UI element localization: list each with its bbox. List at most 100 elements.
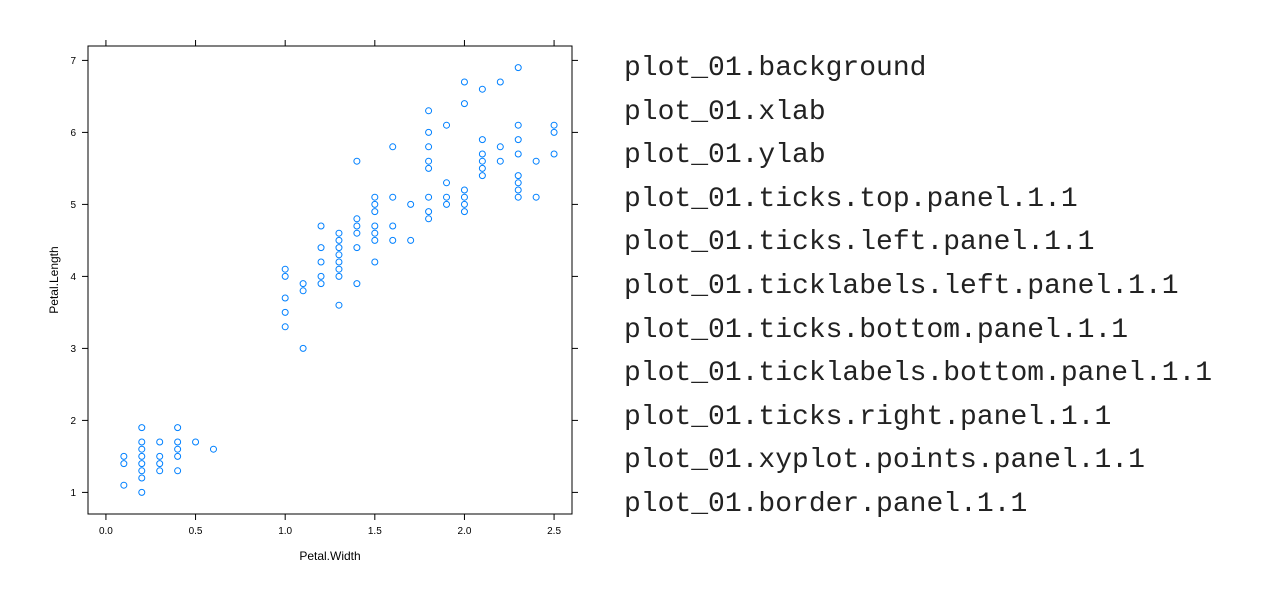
ticklabels-left: 1 2 3 4 5 6 7 (70, 56, 76, 499)
data-point (389, 143, 397, 151)
y-tick-label: 5 (70, 200, 76, 211)
data-point (174, 445, 182, 453)
data-point (317, 222, 325, 230)
data-point (138, 488, 146, 496)
data-point (443, 179, 451, 187)
data-point (371, 236, 379, 244)
data-point (425, 193, 433, 201)
data-point (317, 244, 325, 252)
data-point (299, 287, 307, 295)
data-point (353, 222, 361, 230)
data-point (335, 258, 343, 266)
panel-border (87, 45, 573, 515)
data-point (443, 193, 451, 201)
data-point (371, 193, 379, 201)
data-point (496, 143, 504, 151)
data-point (209, 445, 217, 453)
grob-name-item: plot_01.xlab (624, 96, 826, 128)
data-point (550, 150, 558, 158)
data-point (532, 193, 540, 201)
y-tick-label: 7 (70, 56, 76, 67)
data-point (120, 481, 128, 489)
data-point (514, 186, 522, 194)
data-point (174, 452, 182, 460)
data-point (514, 150, 522, 158)
data-point (353, 157, 361, 165)
data-point (371, 200, 379, 208)
data-point (389, 193, 397, 201)
data-point (335, 251, 343, 259)
data-point (478, 172, 486, 180)
data-point (174, 467, 182, 475)
data-point (281, 294, 289, 302)
data-point (514, 172, 522, 180)
data-point (460, 200, 468, 208)
data-point (389, 236, 397, 244)
data-point (425, 164, 433, 172)
data-point (460, 186, 468, 194)
data-point (407, 236, 415, 244)
x-tick-label: 1.5 (368, 526, 382, 537)
data-point (478, 157, 486, 165)
data-point (478, 164, 486, 172)
data-point (514, 64, 522, 72)
data-point (425, 157, 433, 165)
data-point (299, 280, 307, 288)
y-tick-label: 6 (70, 128, 76, 139)
data-point (371, 258, 379, 266)
data-point (317, 258, 325, 266)
ticks-right (572, 59, 578, 493)
data-point (425, 143, 433, 151)
data-point (496, 78, 504, 86)
y-tick-label: 4 (70, 272, 76, 283)
grob-name-item: plot_01.ylab (624, 140, 826, 172)
scatter-plot: 0.0 0.5 1.0 1.5 2.0 2.5 1 2 3 4 5 6 7 Petal.Width P… (0, 0, 600, 594)
data-point (281, 272, 289, 280)
data-point (317, 280, 325, 288)
data-point (156, 452, 164, 460)
data-point (496, 157, 504, 165)
data-point (425, 128, 433, 136)
plot-background (0, 0, 600, 594)
data-point (281, 308, 289, 316)
data-point (353, 244, 361, 252)
data-point (353, 215, 361, 223)
y-tick-label: 1 (70, 488, 76, 499)
x-tick-label: 0.5 (189, 526, 203, 537)
data-point (460, 100, 468, 108)
data-point (335, 265, 343, 273)
data-point (335, 229, 343, 237)
ticks-top (105, 40, 555, 46)
data-point (138, 438, 146, 446)
data-point (478, 136, 486, 144)
data-point (353, 280, 361, 288)
data-point (389, 222, 397, 230)
data-point (174, 438, 182, 446)
data-point (335, 244, 343, 252)
data-point (192, 438, 200, 446)
ticklabels-bottom: 0.0 0.5 1.0 1.5 2.0 2.5 (99, 526, 561, 537)
data-point (371, 229, 379, 237)
data-point (425, 215, 433, 223)
data-point (317, 272, 325, 280)
data-point (138, 460, 146, 468)
data-point (281, 265, 289, 273)
data-point (443, 121, 451, 129)
grob-name-item: plot_01.background (624, 53, 927, 84)
data-point (138, 452, 146, 460)
data-point (460, 193, 468, 201)
data-point (138, 445, 146, 453)
data-point (138, 424, 146, 432)
data-point (460, 78, 468, 86)
data-point (550, 128, 558, 136)
data-point (514, 136, 522, 144)
data-point (407, 200, 415, 208)
data-point (156, 460, 164, 468)
data-point (443, 200, 451, 208)
data-point (156, 438, 164, 446)
data-point (532, 157, 540, 165)
data-point (138, 467, 146, 475)
data-point (353, 229, 361, 237)
x-tick-label: 0.0 (99, 526, 113, 537)
x-tick-label: 1.0 (278, 526, 292, 537)
